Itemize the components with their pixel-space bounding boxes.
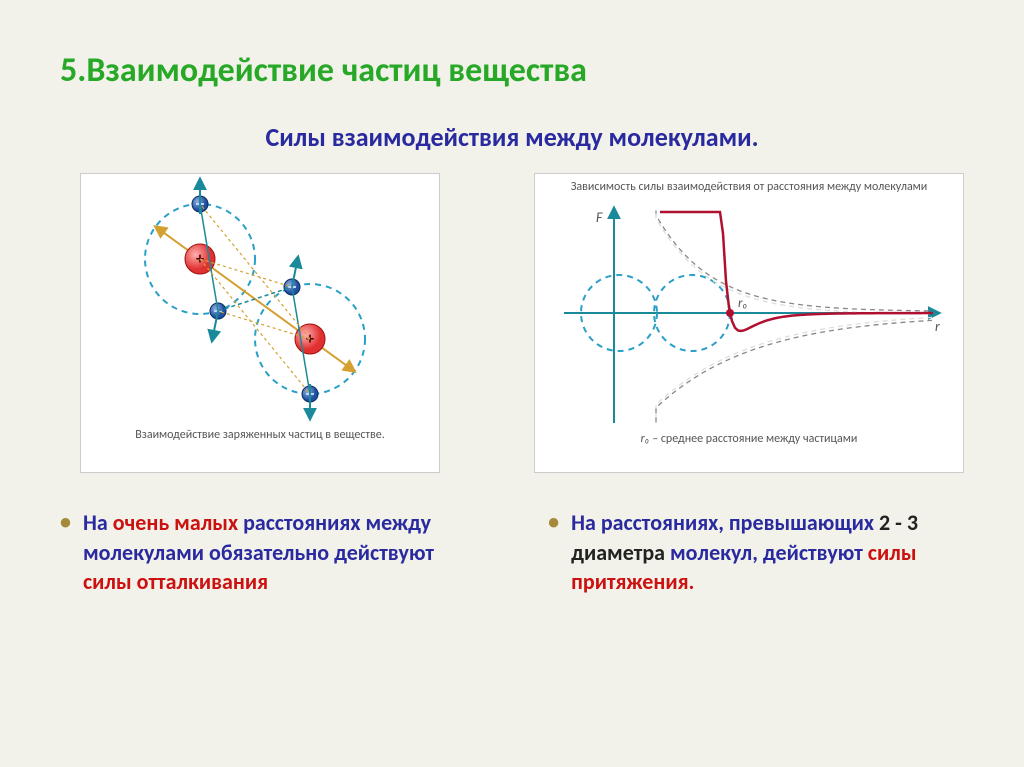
particles-caption: Взаимодействие заряженных частиц в вещес… — [127, 424, 393, 446]
diagram-particles: ++ Взаимодействие заряженных частиц в ве… — [80, 173, 440, 473]
bullet-mark-icon: • — [548, 508, 559, 597]
particles-svg: ++ — [100, 174, 420, 424]
bullet-right-text: На расстояниях, превышающих 2 - 3 диамет… — [571, 508, 964, 597]
bullets-row: • На очень малых расстояниях между молек… — [60, 508, 964, 597]
svg-text:+: + — [306, 330, 314, 349]
bullet-right: • На расстояниях, превышающих 2 - 3 диам… — [548, 508, 964, 597]
slide: 5.Взаимодействие частиц вещества Силы вз… — [0, 0, 1024, 767]
svg-text:F: F — [596, 209, 603, 226]
diagram-force-curve: Зависимость силы взаимодействия от расст… — [534, 173, 964, 473]
force-curve-svg: Fr r₀ — [544, 198, 954, 428]
force-curve-title: Зависимость силы взаимодействия от расст… — [563, 174, 936, 198]
force-curve-caption: r₀ – среднее расстояние между частицами — [633, 428, 866, 450]
slide-subtitle: Силы взаимодействия между молекулами. — [60, 121, 964, 153]
svg-text:r₀: r₀ — [738, 296, 748, 311]
svg-text:r: r — [935, 318, 940, 335]
bullet-mark-icon: • — [60, 508, 71, 597]
bullet-left: • На очень малых расстояниях между молек… — [60, 508, 476, 597]
slide-title: 5.Взаимодействие частиц вещества — [60, 50, 964, 91]
diagram-row: ++ Взаимодействие заряженных частиц в ве… — [60, 173, 964, 473]
bullet-left-text: На очень малых расстояниях между молекул… — [83, 508, 476, 597]
